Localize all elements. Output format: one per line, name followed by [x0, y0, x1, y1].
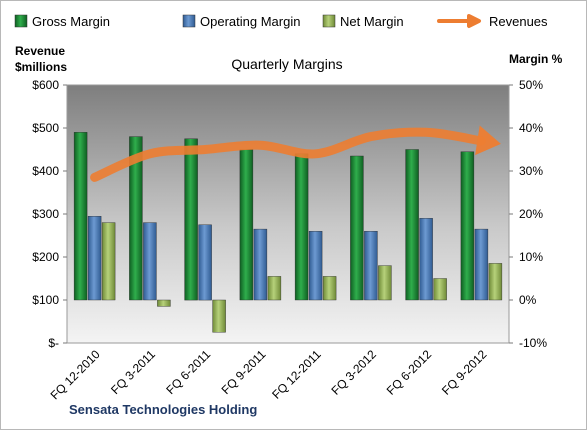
legend-label-gross-margin: Gross Margin — [32, 14, 110, 29]
right-tick-label: 40% — [519, 121, 543, 135]
bars-group — [73, 132, 503, 333]
x-tick-label-fq-9-2012: FQ 9-2012 — [439, 347, 490, 398]
bar-operating-margin-fq-12-2011 — [308, 230, 323, 301]
left-tick-label: $100 — [32, 293, 59, 307]
bar-gross-margin-fq-12-2011 — [294, 153, 309, 301]
revenue-arrowhead — [475, 125, 501, 156]
bar-net-margin-fq-12-2010 — [101, 222, 116, 301]
bar-gross-margin-fq-6-2012 — [405, 149, 419, 301]
legend-label-revenues: Revenues — [489, 14, 548, 29]
x-tick-label-fq-9-2011: FQ 9-2011 — [219, 347, 269, 397]
left-tick-label: $- — [48, 336, 59, 350]
bar-operating-margin-fq-9-2011 — [253, 228, 268, 301]
legend-label-net-margin: Net Margin — [340, 14, 404, 29]
bar-net-margin-fq-9-2012 — [488, 263, 503, 301]
right-tick-label: 50% — [519, 78, 543, 92]
bar-gross-margin-fq-9-2012 — [460, 151, 475, 301]
x-axis-ticks: FQ 12-2010 FQ 3-2011 FQ 6-2011 FQ 9-2011 FQ … — [48, 347, 490, 402]
x-tick-label-fq-12-2010: FQ 12-2010 — [48, 347, 103, 402]
legend-swatch-gross-margin — [14, 14, 28, 28]
bar-net-margin-fq-6-2012 — [433, 278, 447, 301]
bar-operating-margin-fq-3-2011 — [143, 222, 157, 301]
bar-net-margin-fq-9-2011 — [267, 276, 282, 301]
legend-swatch-revenues — [437, 14, 481, 28]
bar-gross-margin-fq-9-2011 — [239, 149, 254, 301]
bar-operating-margin-fq-12-2010 — [87, 215, 102, 301]
bar-gross-margin-fq-12-2010 — [73, 132, 88, 301]
right-tick-label: 30% — [519, 164, 543, 178]
left-tick-label: $400 — [32, 164, 59, 178]
x-tick-label-fq-6-2011: FQ 6-2011 — [163, 347, 213, 397]
bar-gross-margin-fq-6-2011 — [184, 138, 198, 301]
bar-gross-margin-fq-3-2011 — [129, 136, 143, 301]
bar-operating-margin-fq-6-2011 — [198, 224, 212, 301]
legend-swatch-net-margin — [322, 14, 336, 28]
left-tick-label: $500 — [32, 121, 59, 135]
bar-operating-margin-fq-6-2012 — [419, 218, 433, 301]
bar-gross-margin-fq-3-2012 — [350, 155, 364, 301]
right-tick-label: -10% — [519, 336, 547, 350]
legend: Gross Margin Operating Margin Net Margin Re… — [14, 14, 548, 29]
right-axis-title: Margin % — [509, 52, 563, 66]
right-tick-label: 10% — [519, 250, 543, 264]
right-tick-label: 0% — [519, 293, 537, 307]
legend-swatch-operating-margin — [182, 14, 196, 28]
chart-title: Quarterly Margins — [231, 56, 342, 72]
x-tick-label-fq-12-2011: FQ 12-2011 — [269, 347, 324, 402]
left-axis-ticks: $- $100 $200 $300 $400 $500 $600 — [32, 78, 67, 350]
bar-operating-margin-fq-9-2012 — [474, 228, 489, 301]
left-tick-label: $600 — [32, 78, 59, 92]
bar-net-margin-fq-6-2011 — [212, 299, 226, 333]
x-tick-label-fq-3-2011: FQ 3-2011 — [108, 347, 158, 397]
left-tick-label: $200 — [32, 250, 59, 264]
left-tick-label: $300 — [32, 207, 59, 221]
left-axis-title-line2: $millions — [15, 60, 67, 74]
bar-net-margin-fq-3-2012 — [378, 265, 392, 301]
right-axis-ticks: -10% 0% 10% 20% 30% 40% 50% — [509, 78, 547, 350]
revenue-line-group — [90, 125, 501, 182]
bar-net-margin-fq-3-2011 — [157, 299, 171, 307]
x-tick-label-fq-3-2012: FQ 3-2012 — [329, 347, 380, 398]
right-tick-label: 20% — [519, 207, 543, 221]
company-name: Sensata Technologies Holding — [69, 402, 257, 417]
bar-net-margin-fq-12-2011 — [322, 276, 337, 301]
x-tick-label-fq-6-2012: FQ 6-2012 — [384, 347, 435, 398]
legend-label-operating-margin: Operating Margin — [200, 14, 300, 29]
revenue-line — [90, 127, 486, 182]
left-axis-title-line1: Revenue — [15, 44, 65, 58]
bar-operating-margin-fq-3-2012 — [364, 230, 378, 301]
